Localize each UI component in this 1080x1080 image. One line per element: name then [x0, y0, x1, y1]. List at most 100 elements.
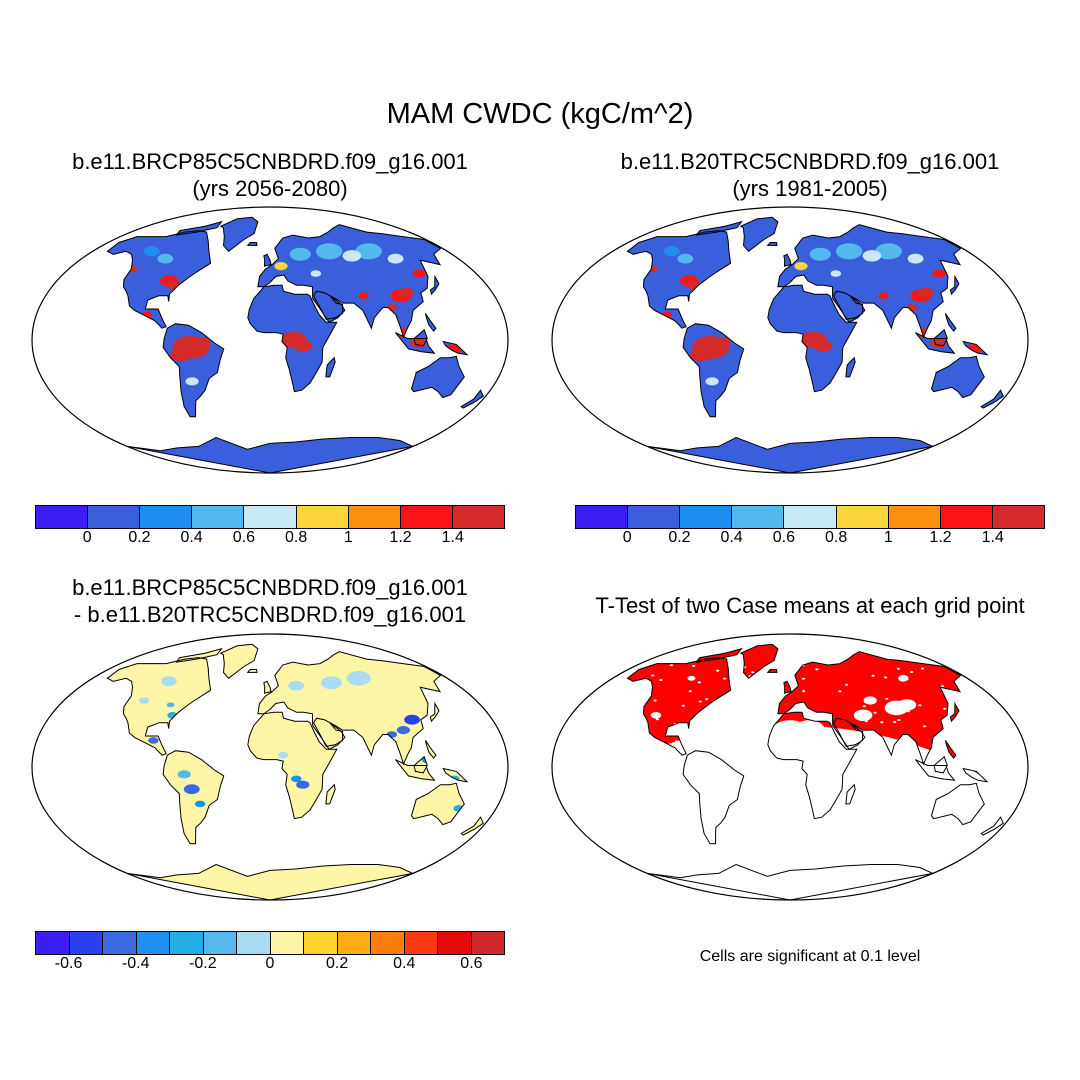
non-significant-cell: [789, 752, 793, 755]
difference-region: [404, 714, 420, 725]
colorbar-swatch: [237, 932, 271, 954]
coastline-new-zealand: [980, 816, 1004, 836]
colorbar-tick-label: 0.2: [128, 529, 151, 546]
non-significant-region: [687, 675, 696, 681]
colorbar-tick-label: 0.6: [772, 529, 795, 546]
coastline-africa: [767, 284, 858, 393]
non-significant-region: [898, 675, 909, 682]
coastline-borneo: [933, 755, 948, 774]
coastline-new-guinea: [962, 767, 989, 783]
panel-title-line2: - b.e11.B20TRC5CNBDRD.f09_g16.001: [73, 602, 467, 627]
coastline-north-america: [626, 230, 732, 329]
value-region: [907, 253, 924, 264]
colorbar-swatch: [680, 506, 733, 528]
panel-title-line2: (yrs 2056-2080): [192, 176, 348, 201]
non-significant-cell: [813, 732, 817, 735]
value-region: [918, 287, 934, 298]
coastline-madagascar: [845, 356, 856, 378]
coastline-north-america: [106, 230, 212, 329]
coastline-south-america: [162, 750, 225, 845]
value-region: [157, 253, 174, 264]
colorbar-tick-label: 0: [622, 529, 632, 546]
coastline-antarctica: [647, 436, 935, 473]
value-region: [705, 377, 719, 386]
coastline-europe-asia: [257, 651, 442, 766]
map-border: [551, 206, 1029, 474]
colorbar-labels: 0 0.2 0.4 0.6 0.8 1 1.2 1.4: [575, 529, 1045, 551]
colorbar-swatch: [471, 932, 504, 954]
colorbar-tick-label: 1: [883, 529, 893, 546]
world-map: [31, 633, 509, 901]
coastline-north-america: [106, 657, 212, 756]
coastline-antarctica: [127, 436, 415, 473]
colorbar-swatch: [170, 932, 204, 954]
panel-title-line1: b.e11.BRCP85C5CNBDRD.f09_g16.001: [72, 575, 468, 600]
coastline-canadian-islands: [175, 647, 223, 663]
value-region: [875, 243, 902, 260]
coastline-canadian-islands: [695, 647, 743, 663]
difference-region: [296, 780, 310, 789]
non-significant-cell: [828, 758, 832, 761]
colorbar-tick-label: 0.8: [284, 529, 308, 546]
coastline-australia: [410, 782, 465, 826]
value-region: [690, 348, 712, 362]
coastline-africa: [247, 711, 338, 820]
coastline-europe-asia: [257, 224, 442, 339]
colorbar-swatch: [992, 506, 1044, 528]
difference-region: [277, 751, 289, 759]
value-region: [712, 337, 731, 349]
colorbar-swatch: [296, 506, 349, 528]
non-significant-cell: [669, 664, 673, 667]
non-significant-cell: [809, 771, 813, 774]
non-significant-cell: [698, 700, 702, 703]
coastline-south-america: [162, 323, 225, 418]
colorbar-rcp85: 0 0.2 0.4 0.6 0.8 1 1.2 1.4: [35, 505, 505, 551]
coastline-indonesia: [395, 332, 436, 354]
panel-title-rcp85: b.e11.BRCP85C5CNBDRD.f09_g16.001 (yrs 20…: [30, 148, 510, 202]
non-significant-cell: [655, 718, 659, 721]
panel-title-line1: T-Test of two Case means at each grid po…: [595, 593, 1025, 618]
non-significant-cell: [784, 734, 788, 736]
value-region: [813, 340, 833, 352]
coastline-greenland: [739, 216, 779, 252]
coastline-madagascar: [845, 783, 856, 805]
non-significant-cell: [921, 667, 925, 670]
colorbar-swatch: [36, 506, 89, 528]
non-significant-cell: [815, 745, 819, 748]
non-significant-cell: [885, 697, 889, 700]
non-significant-cell: [709, 767, 713, 769]
non-significant-cell: [897, 719, 901, 721]
coastline-africa: [247, 284, 338, 393]
coastline-australia: [930, 355, 985, 399]
value-region: [293, 340, 313, 352]
non-significant-region: [650, 712, 662, 719]
colorbar-tick-label: -0.4: [121, 955, 150, 972]
colorbar-tick-label: 0.4: [720, 529, 743, 546]
value-region: [143, 246, 160, 257]
non-significant-cell: [713, 770, 717, 773]
coastline-arabia: [833, 717, 864, 747]
non-significant-cell: [721, 768, 725, 771]
colorbar-swatch: [88, 506, 141, 528]
coastline-arabia: [313, 717, 344, 747]
map-border: [31, 633, 509, 901]
map-panel-rcp85: [30, 205, 510, 475]
coastline-borneo: [933, 328, 948, 347]
colorbar-swatches: [35, 505, 505, 529]
coastline-iceland: [766, 669, 778, 673]
coastline-new-zealand: [460, 816, 484, 836]
coastline-philippines: [425, 740, 437, 759]
non-significant-cell: [687, 767, 691, 770]
colorbar-swatch: [404, 932, 438, 954]
colorbar-tick-label: 0.4: [180, 529, 203, 546]
difference-region: [291, 775, 302, 783]
colorbar-tick-label: 0.6: [460, 955, 483, 972]
colorbar-swatch: [103, 932, 137, 954]
non-significant-cell: [697, 681, 701, 684]
colorbar-tick-label: -0.6: [54, 955, 83, 972]
coastline-japan: [949, 701, 960, 723]
colorbar-swatch: [140, 506, 193, 528]
colorbar-swatch: [836, 506, 889, 528]
colorbar-swatch: [136, 932, 170, 954]
value-region: [809, 247, 831, 261]
